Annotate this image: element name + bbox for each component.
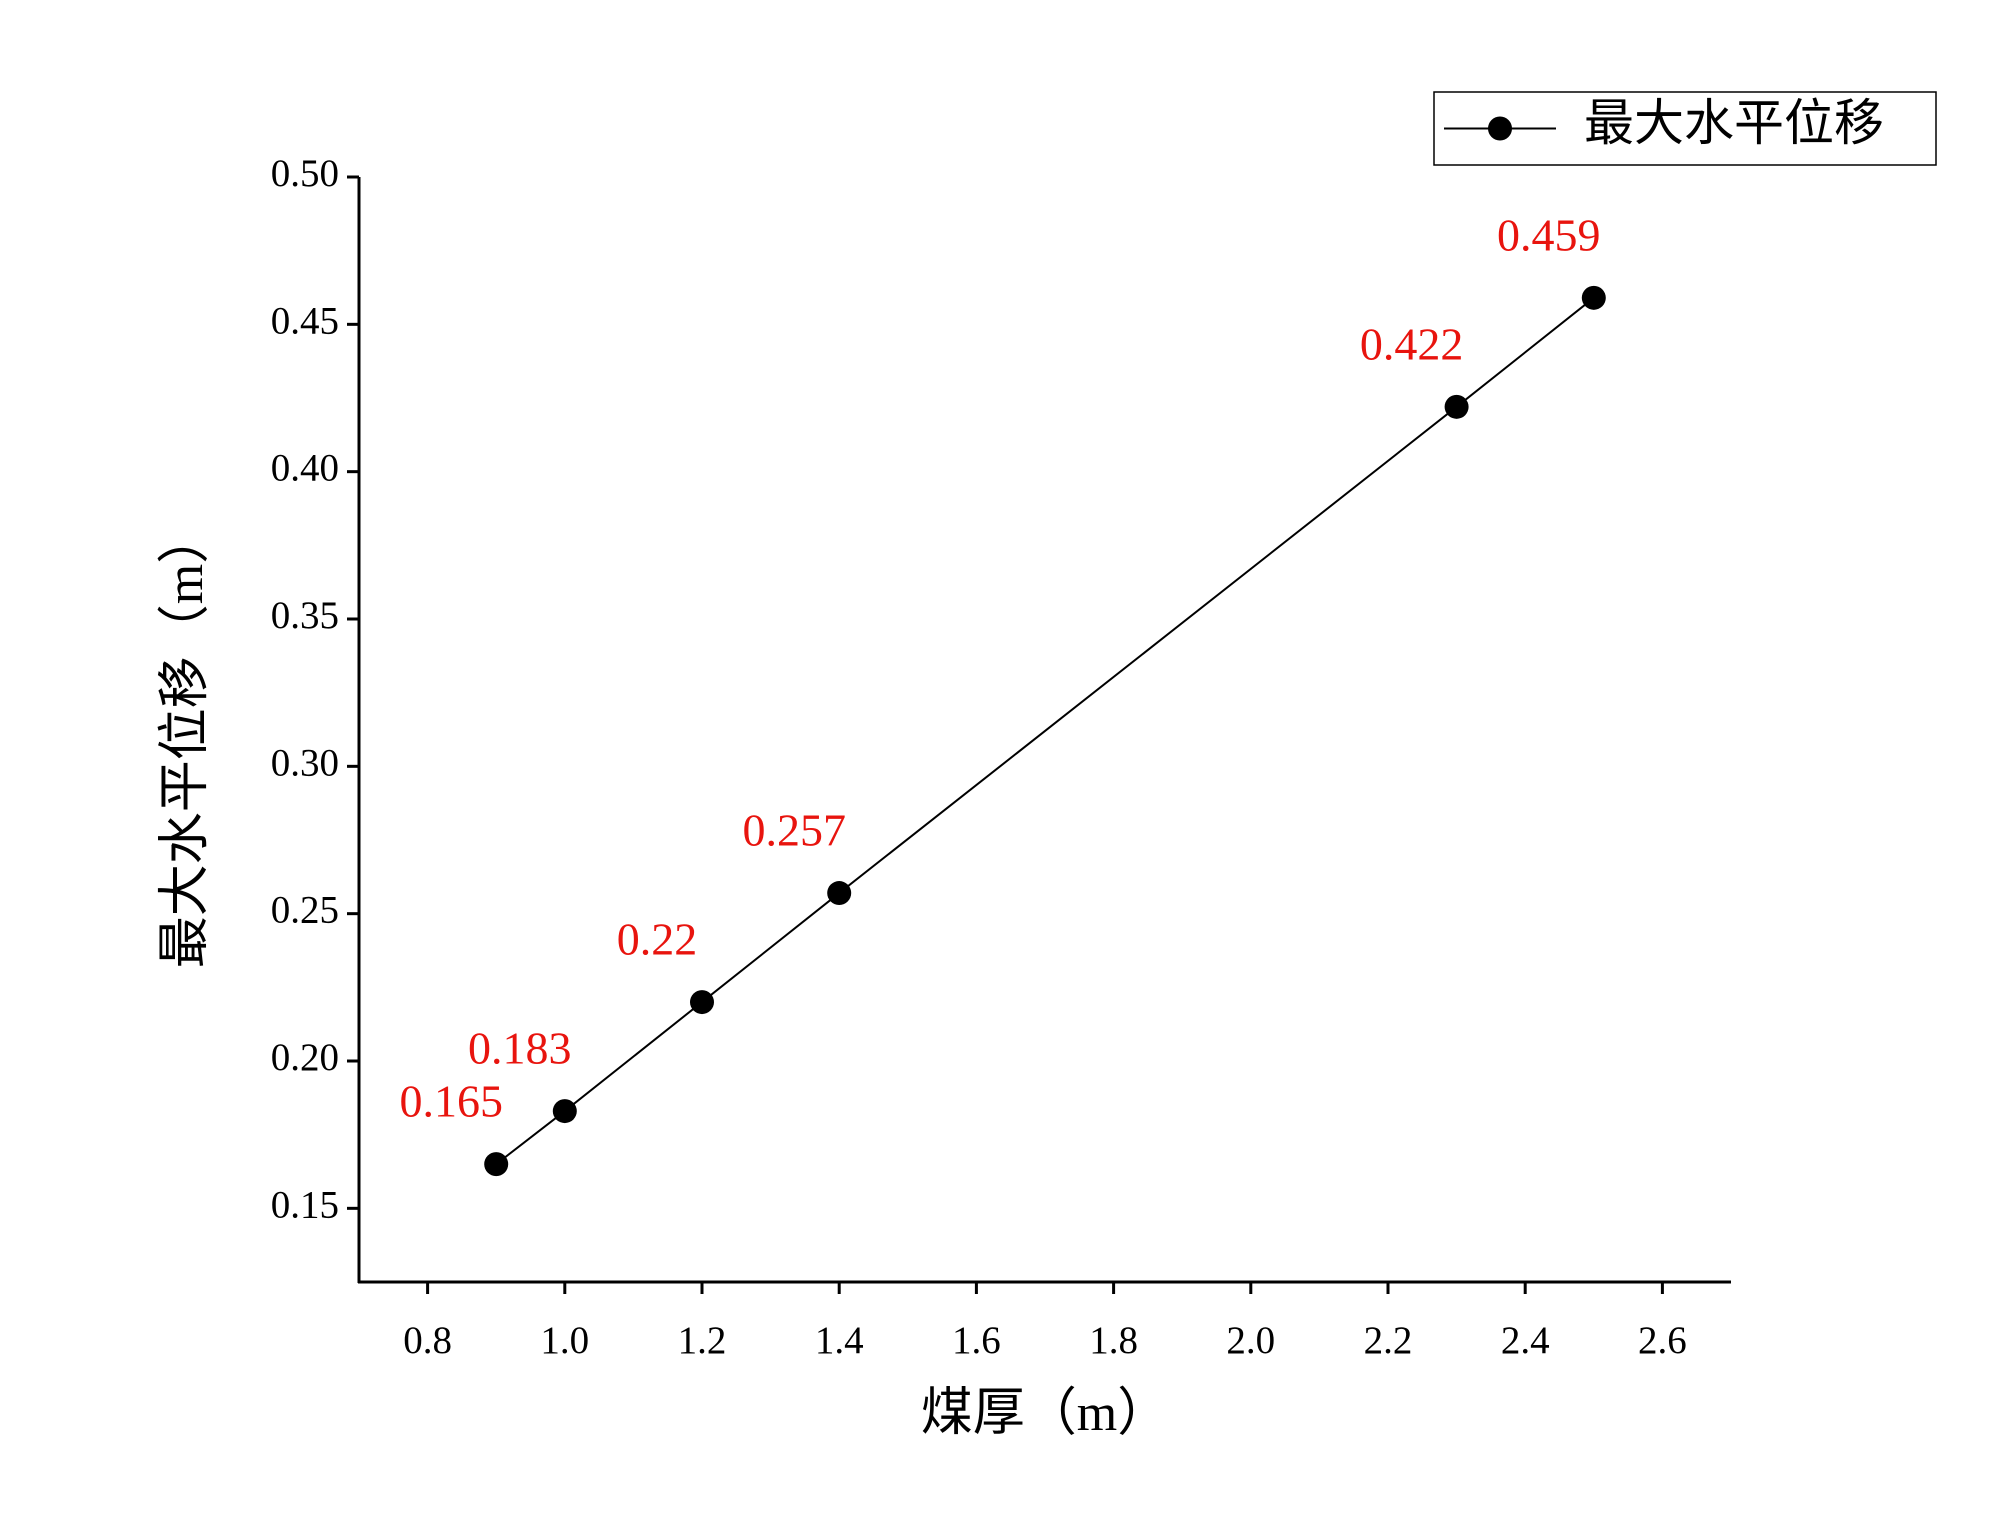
y-tick-label: 0.30 xyxy=(271,741,339,784)
point xyxy=(484,1152,509,1177)
legend-label: 最大水平位移 xyxy=(1584,95,1884,151)
x-tick-label: 1.6 xyxy=(952,1319,1001,1362)
x-tick-label: 0.8 xyxy=(403,1319,452,1362)
series-line xyxy=(495,297,1595,1165)
y-tick-label: 0.45 xyxy=(271,299,339,342)
x-tick-label: 1.4 xyxy=(815,1319,864,1362)
y-tick-label: 0.25 xyxy=(271,889,339,932)
y-tick-label: 0.35 xyxy=(271,594,339,637)
value-label: 0.165 xyxy=(399,1076,503,1127)
point xyxy=(552,1099,577,1124)
value-label: 0.459 xyxy=(1497,209,1601,260)
value-label: 0.422 xyxy=(1360,318,1464,369)
y-tick-label: 0.40 xyxy=(271,447,339,490)
value-label: 0.183 xyxy=(468,1023,572,1074)
point xyxy=(1581,285,1606,310)
x-tick-label: 2.2 xyxy=(1364,1319,1413,1362)
point xyxy=(690,990,714,1015)
y-tick-label: 0.50 xyxy=(271,152,339,195)
y-tick-label: 0.15 xyxy=(271,1183,339,1226)
x-tick-label: 1.8 xyxy=(1089,1319,1138,1362)
y-tick-label: 0.20 xyxy=(271,1036,339,1079)
x-tick-label: 2.0 xyxy=(1226,1319,1275,1362)
x-tick-label: 2.4 xyxy=(1501,1319,1550,1362)
value-label: 0.257 xyxy=(742,805,846,856)
point xyxy=(1444,394,1469,419)
point xyxy=(827,881,852,906)
legend-marker xyxy=(1488,116,1512,141)
x-tick-label: 2.6 xyxy=(1638,1319,1687,1362)
x-axis-label: 煤厚（m） xyxy=(921,1385,1169,1442)
x-tick-label: 1.0 xyxy=(540,1319,589,1362)
x-tick-label: 1.2 xyxy=(678,1319,727,1362)
value-label: 0.22 xyxy=(617,914,698,965)
y-axis-label: 最大水平位移（m） xyxy=(157,512,214,968)
